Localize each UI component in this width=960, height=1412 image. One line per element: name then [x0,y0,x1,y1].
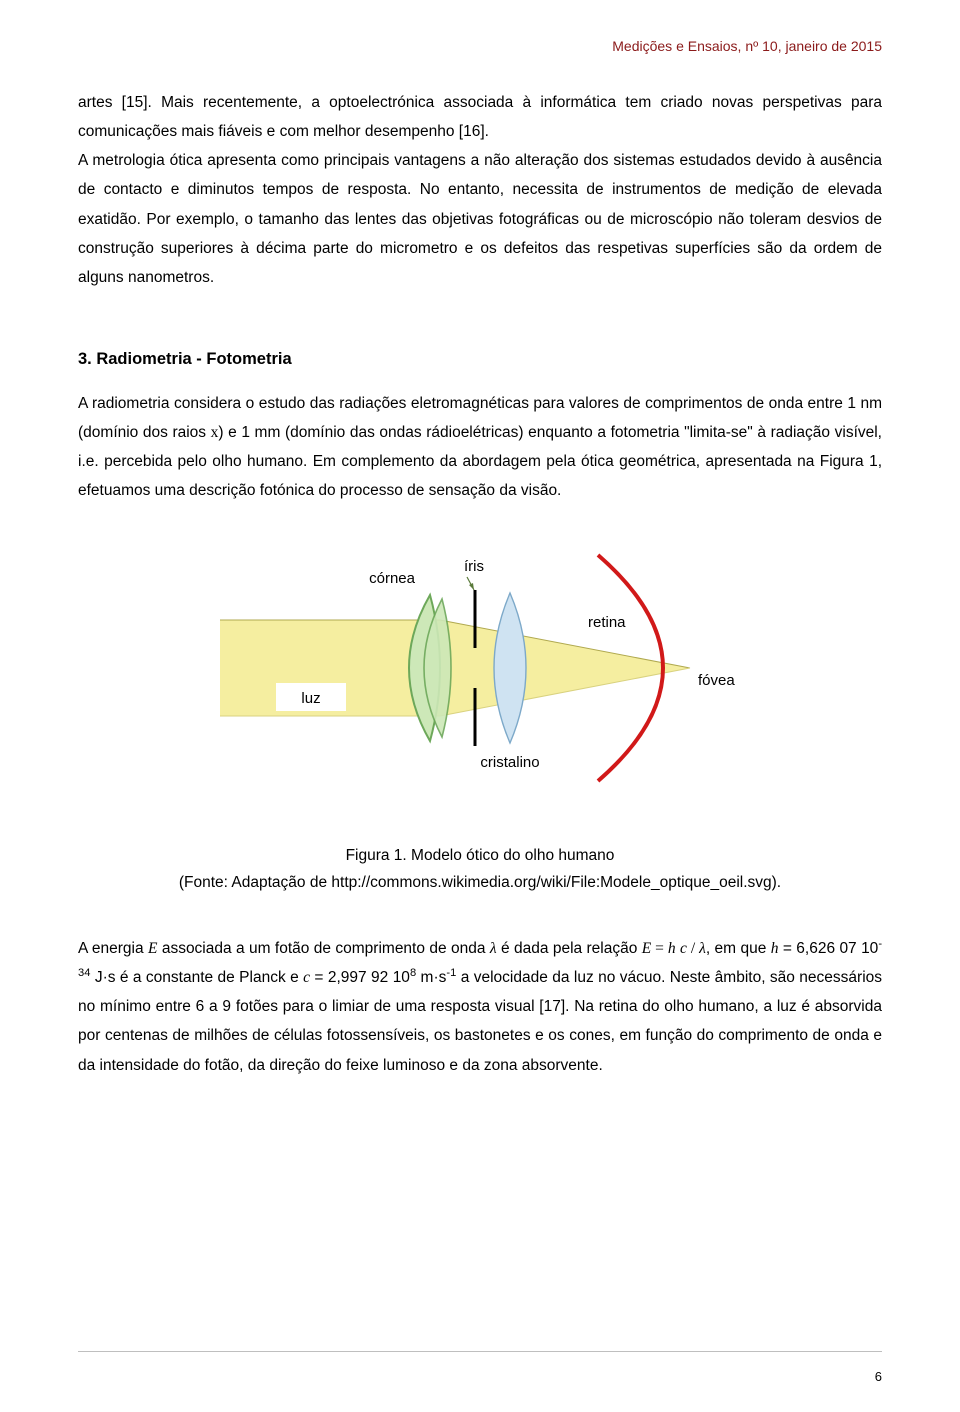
p4-eq: = [651,940,668,957]
figure-caption: Figura 1. Modelo ótico do olho humano (F… [179,843,781,896]
p4-lambda1: λ [490,940,497,957]
p4-exp3: -1 [446,967,456,979]
body: artes [15]. Mais recentemente, a optoele… [78,88,882,505]
p4-d: , em que [706,940,771,957]
footer-rule [78,1351,882,1352]
eye-diagram-svg: íris córnea retina fóvea luz cristalino [220,535,740,805]
section-heading: 3. Radiometria - Fotometria [78,344,882,375]
p4-cc: c [680,940,687,957]
running-header: Medições e Ensaios, nº 10, janeiro de 20… [78,38,882,54]
p4-b: associada a um fotão de comprimento de o… [157,940,489,957]
label-retina: retina [588,614,626,631]
label-cristalino: cristalino [480,754,539,771]
page: Medições e Ensaios, nº 10, janeiro de 20… [0,0,960,1412]
p4-h3: m·s [416,969,446,986]
iris-arrow-head [469,583,474,590]
body-2: A energia E associada a um fotão de comp… [78,934,882,1080]
p4-h: h [668,940,676,957]
fig-caption-line2: (Fonte: Adaptação de http://commons.wiki… [179,874,781,891]
label-fovea: fóvea [698,672,735,689]
figure-1: íris córnea retina fóvea luz cristalino … [78,535,882,896]
fig-caption-line1: Figura 1. Modelo ótico do olho humano [346,847,615,864]
p4-e: = 6,626 07 10 [778,940,878,957]
p4-a: A energia [78,940,148,957]
lens-shape [494,593,526,743]
page-number: 6 [875,1369,882,1384]
p4-c: é dada pela relação [497,940,642,957]
label-luz: luz [301,690,320,707]
label-iris: íris [464,558,484,575]
p4-div: / [687,940,699,957]
p4-f: J·s é a constante de Planck e [90,969,303,986]
paragraph-2: A metrologia ótica apresenta como princi… [78,146,882,292]
paragraph-3: A radiometria considera o estudo das rad… [78,389,882,506]
p4-c2: c [303,969,310,986]
label-cornea: córnea [369,570,416,587]
p4-lambda2: λ [699,940,706,957]
p4-E2: E [642,940,651,957]
p4-g: = 2,997 92 10 [310,969,410,986]
paragraph-4: A energia E associada a um fotão de comp… [78,934,882,1080]
paragraph-1: artes [15]. Mais recentemente, a optoele… [78,88,882,146]
